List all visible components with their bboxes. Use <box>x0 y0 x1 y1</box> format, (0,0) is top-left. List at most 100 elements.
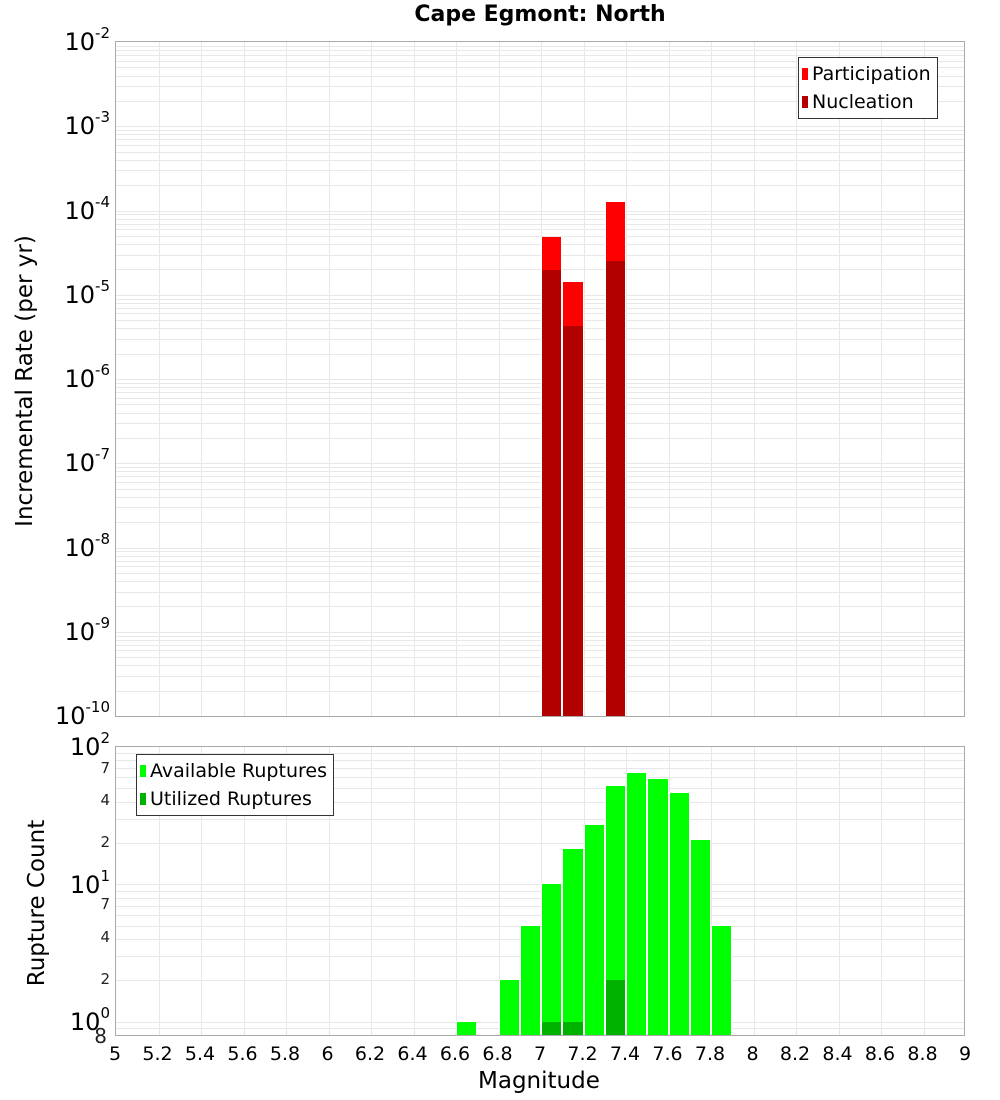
x-tick-label: 6.8 <box>482 1043 513 1065</box>
grid-line-horizontal <box>116 229 964 231</box>
grid-line-horizontal <box>116 139 964 141</box>
x-tick-label: 8.4 <box>822 1043 853 1065</box>
x-tick-label: 7.8 <box>694 1043 726 1065</box>
y-tick-label: 10-3 <box>64 108 110 141</box>
nucleation-swatch <box>802 96 808 108</box>
y-tick-label: 10-5 <box>64 276 110 309</box>
grid-line-horizontal <box>116 235 964 237</box>
grid-line-horizontal <box>116 675 964 677</box>
grid-line-horizontal <box>116 313 964 315</box>
bottom-bar-available-ruptures <box>519 925 541 1035</box>
legend-item-utilized: Utilized Ruptures <box>140 785 327 813</box>
bottom-plot-area <box>115 746 965 1036</box>
grid-line-horizontal <box>116 551 964 553</box>
bottom-bar-available-ruptures <box>668 793 690 1035</box>
grid-line-horizontal <box>116 635 964 637</box>
y-minor-tick-label: 4 <box>100 791 110 809</box>
grid-line-horizontal <box>116 665 964 667</box>
grid-line-horizontal <box>116 650 964 652</box>
grid-line-horizontal <box>116 392 964 394</box>
bottom-bar-available-ruptures <box>604 786 626 1035</box>
x-tick-label: 8.2 <box>779 1043 811 1065</box>
y-minor-tick-label: 2 <box>100 833 110 851</box>
top-bar-nucleation <box>541 270 563 716</box>
grid-line-horizontal <box>116 768 964 770</box>
x-tick-label: 5.8 <box>269 1043 301 1065</box>
grid-line-horizontal <box>116 471 964 473</box>
bottom-bar-utilized-ruptures <box>541 1021 563 1035</box>
x-tick-label: 5.2 <box>142 1043 173 1065</box>
chart-title: Cape Egmont: North <box>414 2 666 27</box>
grid-line-horizontal <box>116 788 964 790</box>
grid-line-horizontal <box>116 606 964 608</box>
grid-line-horizontal <box>116 254 964 256</box>
x-tick-label: 6.4 <box>397 1043 428 1065</box>
grid-line-horizontal <box>116 244 964 246</box>
grid-line-horizontal <box>116 412 964 414</box>
grid-line-horizontal <box>116 294 964 296</box>
grid-line-horizontal <box>116 890 964 892</box>
x-tick-label: 8 <box>746 1043 759 1065</box>
x-tick-label: 6.6 <box>439 1043 471 1065</box>
bottom-bar-available-ruptures <box>456 1021 478 1035</box>
y-minor-tick-label: 7 <box>100 895 110 913</box>
grid-line-horizontal <box>116 639 964 641</box>
y-minor-tick-label: 8 <box>94 1024 107 1048</box>
bottom-bar-utilized-ruptures <box>604 980 626 1035</box>
bottom-legend: Available Ruptures Utilized Ruptures <box>136 754 334 816</box>
participation-swatch <box>802 68 808 80</box>
grid-line-horizontal <box>116 75 964 77</box>
grid-line-horizontal <box>116 437 964 439</box>
y-tick-label: 10-4 <box>64 192 110 225</box>
grid-line-horizontal <box>116 328 964 330</box>
bottom-bar-available-ruptures <box>626 772 648 1035</box>
x-tick-label: 5 <box>108 1043 122 1065</box>
x-tick-label: 6 <box>321 1043 334 1065</box>
grid-line-horizontal <box>116 50 964 52</box>
grid-line-horizontal <box>116 55 964 57</box>
bottom-bar-available-ruptures <box>647 779 669 1035</box>
grid-line-horizontal <box>116 170 964 172</box>
grid-line-horizontal <box>116 126 964 128</box>
grid-line-horizontal <box>116 382 964 384</box>
y-minor-tick-label: 7 <box>100 759 110 777</box>
grid-line-horizontal <box>116 302 964 304</box>
legend-item-available: Available Ruptures <box>140 757 327 785</box>
grid-line-horizontal <box>116 572 964 574</box>
grid-line-horizontal <box>116 760 964 762</box>
grid-line-horizontal <box>116 144 964 146</box>
grid-line-horizontal <box>116 566 964 568</box>
grid-line-horizontal <box>116 496 964 498</box>
grid-line-horizontal <box>116 353 964 355</box>
bottom-bar-available-ruptures <box>689 840 711 1035</box>
grid-line-horizontal <box>116 463 964 465</box>
grid-line-horizontal <box>116 67 964 69</box>
y-tick-label: 10-8 <box>64 529 110 562</box>
utilized-swatch <box>140 793 146 805</box>
grid-line-horizontal <box>116 547 964 549</box>
grid-line-horizontal <box>116 379 964 380</box>
grid-line-horizontal <box>116 818 964 820</box>
x-tick-label: 7.2 <box>567 1043 598 1065</box>
grid-line-horizontal <box>116 522 964 524</box>
grid-line-horizontal <box>116 159 964 161</box>
grid-line-horizontal <box>116 914 964 916</box>
grid-line-horizontal <box>116 753 964 755</box>
grid-line-horizontal <box>116 223 964 225</box>
x-tick-label: 5.6 <box>227 1043 258 1065</box>
legend-item-nucleation: Nucleation <box>802 88 931 116</box>
y-tick-label: 100 <box>69 1004 110 1036</box>
bottom-bar-utilized-ruptures <box>562 1021 584 1035</box>
top-bar-nucleation <box>562 326 584 716</box>
y-tick-label: 10-6 <box>64 361 110 393</box>
grid-line-horizontal <box>116 100 964 102</box>
y-minor-tick-label: 4 <box>100 928 110 946</box>
bottom-bar-available-ruptures <box>562 849 584 1035</box>
grid-line-horizontal <box>116 185 964 187</box>
x-tick-label: 7 <box>533 1043 547 1065</box>
y-tick-label: 101 <box>69 866 110 899</box>
grid-line-horizontal <box>116 134 964 136</box>
top-plot-area <box>115 41 965 717</box>
grid-line-horizontal <box>116 591 964 593</box>
grid-line-horizontal <box>116 151 964 153</box>
